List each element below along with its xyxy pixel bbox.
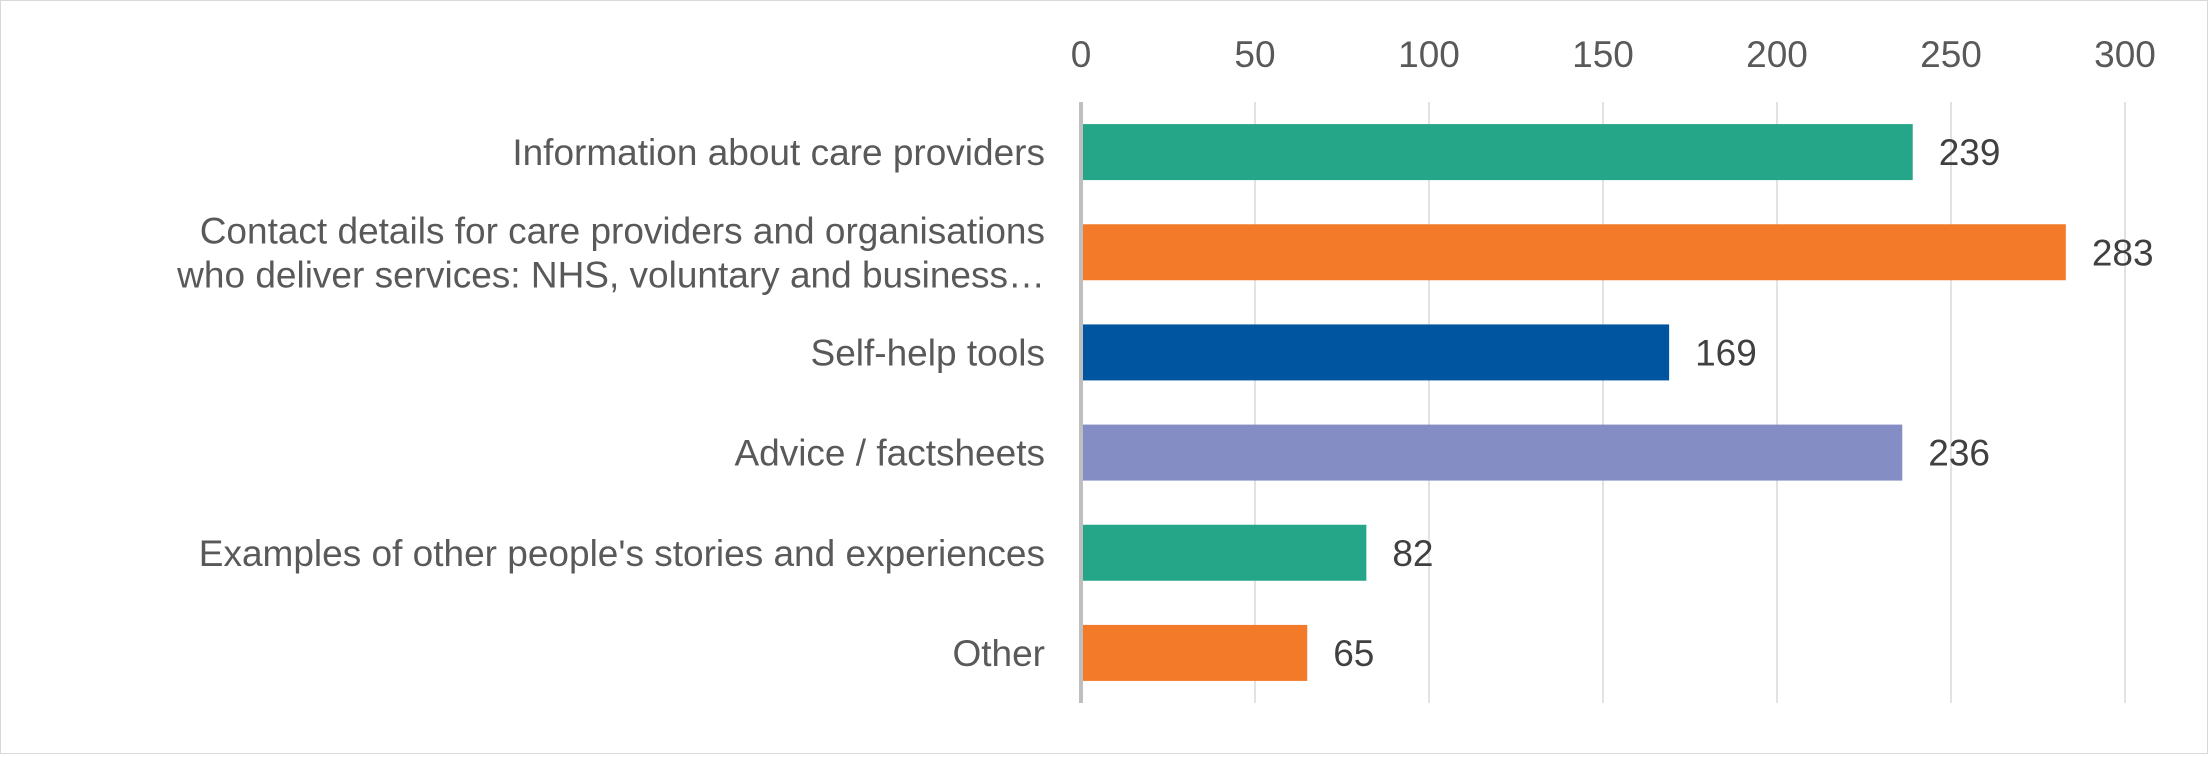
data-label: 283 [2092, 232, 2154, 273]
data-label: 239 [1939, 132, 2001, 173]
category-label: Other [952, 633, 1045, 674]
category-label: Advice / factsheets [734, 433, 1045, 474]
x-tick-label: 250 [1920, 34, 1982, 75]
category-labels: Information about care providers Contact … [176, 132, 1045, 674]
category-label: Information about care providers [512, 132, 1045, 173]
x-tick-label: 200 [1746, 34, 1808, 75]
bar [1081, 424, 1903, 481]
data-label: 65 [1333, 633, 1374, 674]
category-label: Examples of other people's stories and e… [199, 533, 1045, 574]
data-label: 236 [1928, 433, 1990, 474]
data-label: 82 [1392, 533, 1433, 574]
x-tick-label: 150 [1572, 34, 1634, 75]
bar [1081, 124, 1913, 181]
bar [1081, 224, 2066, 281]
data-labels: 239 283 169 236 82 65 [1333, 132, 2153, 674]
x-axis-ticks: 0 50 100 150 200 250 300 [1071, 34, 2156, 75]
bar [1081, 524, 1367, 581]
bar [1081, 624, 1308, 681]
category-label: Self-help tools [811, 332, 1045, 373]
gridlines [1254, 102, 2126, 703]
x-tick-label: 100 [1398, 34, 1460, 75]
data-label: 169 [1695, 332, 1757, 373]
bar [1081, 324, 1670, 381]
x-tick-label: 50 [1234, 34, 1275, 75]
bars [1081, 124, 2066, 681]
x-tick-label: 300 [2094, 34, 2156, 75]
x-tick-label: 0 [1071, 34, 1092, 75]
category-label: Contact details for care providers and o… [176, 210, 1045, 295]
